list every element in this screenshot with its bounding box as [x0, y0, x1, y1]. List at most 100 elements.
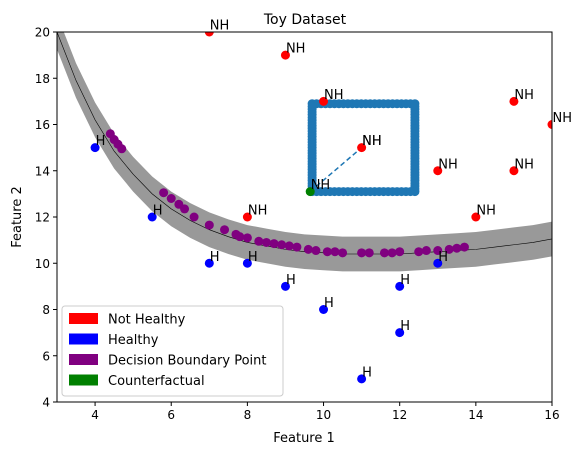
not-healthy-label: NH — [248, 204, 268, 219]
x-tick-label: 16 — [544, 408, 559, 422]
healthy-label: H — [400, 273, 410, 288]
x-tick-label: 4 — [91, 408, 99, 422]
not-healthy-point — [547, 120, 552, 129]
legend-label: Healthy — [108, 333, 159, 348]
boundary-point — [261, 237, 271, 247]
healthy-label: H — [248, 250, 258, 265]
boundary-point — [292, 242, 302, 252]
boundary-point — [444, 244, 454, 254]
legend-label: Not Healthy — [108, 313, 186, 328]
search-box-point — [410, 101, 420, 111]
not-healthy-label: NH — [210, 19, 230, 34]
boundary-point — [364, 248, 374, 258]
y-tick-label: 4 — [42, 396, 50, 410]
x-tick-label: 12 — [392, 408, 407, 422]
healthy-point — [90, 143, 100, 153]
boundary-point — [159, 188, 169, 198]
healthy-label: H — [286, 273, 296, 288]
boundary-point — [254, 236, 264, 246]
legend-swatch — [69, 374, 98, 386]
legend-frame — [61, 305, 284, 397]
boundary-point — [166, 194, 176, 203]
boundary-point — [204, 220, 214, 230]
healthy-point — [395, 328, 405, 338]
not-healthy-point — [471, 212, 481, 222]
not-healthy-point — [204, 32, 214, 37]
healthy-point — [395, 281, 405, 291]
healthy-point — [204, 258, 214, 268]
boundary-point — [117, 144, 127, 154]
boundary-point — [284, 241, 294, 251]
not-healthy-label: NH — [476, 204, 496, 219]
boundary-point — [303, 244, 313, 254]
boundary-band — [57, 32, 552, 272]
y-tick-label: 8 — [42, 303, 50, 317]
not-healthy-label: NH — [438, 157, 458, 172]
legend-swatch — [69, 354, 98, 365]
not-healthy-point — [509, 96, 519, 106]
boundary-point — [277, 240, 287, 250]
healthy-label: H — [96, 134, 106, 149]
healthy-point — [242, 258, 252, 268]
counterfactual-link — [309, 147, 363, 193]
not-healthy-point — [433, 166, 443, 176]
boundary-point — [311, 246, 321, 256]
healthy-point — [319, 305, 329, 314]
x-tick-label: 10 — [316, 408, 331, 422]
boundary-point — [421, 246, 431, 256]
not-healthy-label: NH — [553, 111, 573, 126]
y-axis: 4 6 8 10 12 14 16 18 20 — [35, 26, 57, 410]
counterfactual-point — [305, 187, 315, 197]
not-healthy-label: NH — [286, 42, 306, 57]
boundary-point — [387, 248, 397, 258]
x-tick-label: 6 — [167, 408, 175, 422]
chart-title: Toy Dataset — [263, 12, 347, 28]
y-tick-label: 12 — [35, 211, 50, 225]
healthy-point — [280, 281, 290, 291]
healthy-point — [357, 374, 367, 384]
y-tick-label: 18 — [35, 72, 50, 86]
not-healthy-label: NH — [324, 88, 344, 103]
boundary-point — [452, 243, 462, 253]
healthy-point — [433, 258, 443, 268]
legend-label: Decision Boundary Point — [108, 354, 267, 369]
boundary-point — [269, 239, 279, 249]
boundary-point — [220, 225, 230, 235]
plot-area — [57, 32, 552, 384]
y-tick-label: 20 — [35, 26, 50, 40]
counterfactual-label: NH — [311, 178, 331, 193]
boundary-point — [235, 232, 245, 242]
boundary-point — [338, 248, 348, 258]
boundary-point — [357, 248, 367, 258]
legend: Not Healthy Healthy Decision Boundary Poin… — [61, 305, 284, 397]
not-healthy-label: NH — [362, 134, 382, 149]
x-axis: 4 6 8 10 12 14 16 — [91, 402, 560, 422]
legend-label: Counterfactual — [108, 374, 205, 389]
legend-swatch — [69, 313, 98, 324]
legend-swatch — [69, 333, 98, 345]
healthy-label: H — [400, 319, 410, 334]
not-healthy-point — [509, 166, 519, 176]
y-axis-label: Feature 2 — [10, 186, 25, 248]
boundary-point — [242, 233, 252, 243]
not-healthy-point — [242, 212, 252, 222]
healthy-label: H — [438, 250, 448, 265]
boundary-point — [189, 212, 199, 222]
boundary-point — [180, 204, 190, 214]
healthy-label: H — [324, 296, 334, 311]
y-tick-label: 16 — [35, 118, 50, 132]
healthy-label: H — [153, 204, 163, 219]
not-healthy-label: NH — [514, 157, 534, 172]
not-healthy-label: NH — [514, 88, 534, 103]
boundary-point — [459, 242, 469, 252]
not-healthy-point — [319, 96, 329, 106]
y-tick-label: 10 — [35, 257, 50, 271]
not-healthy-point — [357, 143, 367, 153]
boundary-point — [322, 247, 332, 257]
healthy-label: H — [362, 365, 372, 380]
y-tick-label: 14 — [35, 164, 50, 178]
boundary-point — [330, 247, 340, 257]
y-tick-label: 6 — [42, 349, 50, 363]
